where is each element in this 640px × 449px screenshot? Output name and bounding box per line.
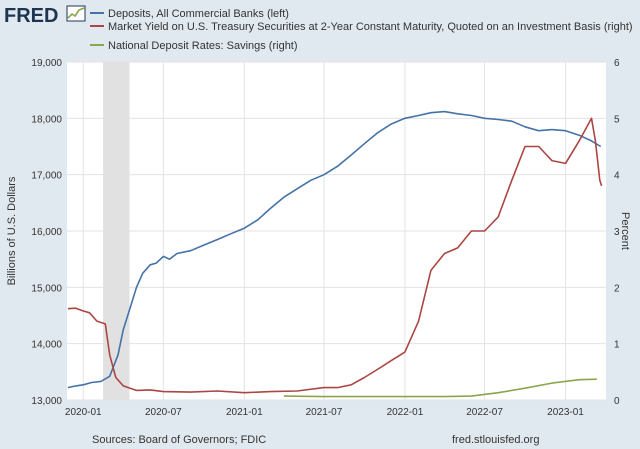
fred-logo-text: FRED — [4, 5, 58, 27]
right-axis-ticks: 0 1 2 3 4 5 6 — [614, 58, 620, 407]
x-tick-label: 2022-01 — [387, 407, 424, 418]
source-note: Sources: Board of Governors; FDIC — [92, 434, 266, 446]
right-axis-title: Percent — [619, 212, 631, 250]
gridlines — [67, 61, 606, 401]
right-tick-label: 3 — [614, 227, 620, 238]
legend: Deposits, All Commercial Banks (left) Ma… — [90, 8, 633, 52]
site-link[interactable]: fred.stlouisfed.org — [452, 434, 539, 446]
x-axis-ticks: 2020-01 2020-07 2021-01 2021-07 2022-01 2022-… — [65, 407, 584, 418]
legend-label-deposits: Deposits, All Commercial Banks (left) — [108, 8, 289, 20]
x-tick-label: 2020-01 — [65, 407, 102, 418]
right-tick-label: 5 — [614, 114, 620, 125]
left-tick-label: 14,000 — [31, 340, 62, 351]
x-tick-label: 2020-07 — [145, 407, 182, 418]
left-tick-label: 13,000 — [31, 396, 62, 407]
legend-label-treasury: Market Yield on U.S. Treasury Securities… — [108, 21, 633, 33]
left-tick-label: 15,000 — [31, 283, 62, 294]
right-tick-label: 2 — [614, 283, 620, 294]
treasury-yield-series-line — [67, 117, 603, 394]
x-tick-label: 2021-01 — [226, 407, 263, 418]
left-tick-label: 16,000 — [31, 227, 62, 238]
right-tick-label: 4 — [614, 171, 620, 182]
legend-label-savings: National Deposit Rates: Savings (right) — [108, 40, 298, 52]
right-tick-label: 1 — [614, 340, 620, 351]
deposits-series-line — [67, 110, 602, 389]
line-chart-icon — [66, 5, 86, 22]
left-tick-label: 17,000 — [31, 171, 62, 182]
recession-bar — [103, 62, 130, 400]
left-tick-label: 19,000 — [31, 58, 62, 69]
fred-logo[interactable]: FRED — [4, 5, 86, 27]
right-tick-label: 6 — [614, 58, 620, 69]
recession-shading — [103, 62, 130, 400]
left-axis-title: Billions of U.S. Dollars — [6, 176, 18, 285]
series-lines — [67, 110, 603, 398]
right-tick-label: 0 — [614, 396, 620, 407]
x-tick-label: 2022-07 — [466, 407, 503, 418]
x-tick-label: 2021-07 — [306, 407, 343, 418]
left-axis-ticks: 13,000 14,000 15,000 16,000 17,000 18,000 19,0… — [31, 58, 62, 407]
x-tick-label: 2023-01 — [547, 407, 584, 418]
savings-rate-series-line — [283, 378, 597, 398]
left-tick-label: 18,000 — [31, 114, 62, 125]
